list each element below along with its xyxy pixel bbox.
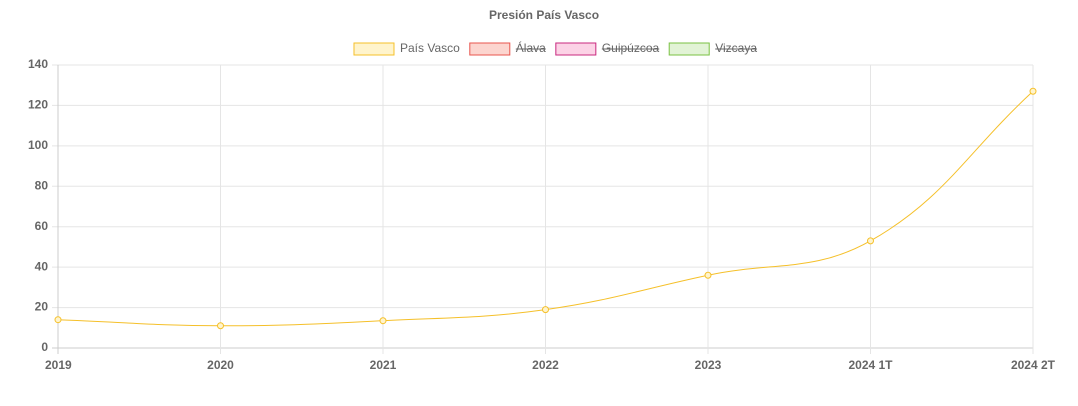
point: [217, 322, 224, 330]
y-tick-label: 120: [28, 98, 48, 112]
legend-label: Vizcaya: [715, 41, 757, 55]
x-tick-label: 2022: [532, 358, 559, 372]
legend-item[interactable]: País Vasco: [353, 41, 460, 56]
x-tick-label: 2021: [370, 358, 397, 372]
point: [542, 306, 549, 314]
point: [1029, 87, 1037, 95]
x-tick-label: 2020: [207, 358, 234, 372]
legend-item[interactable]: Vizcaya: [668, 41, 757, 56]
point: [379, 317, 387, 325]
legend-swatch: [353, 42, 395, 56]
x-tick-label: 2023: [695, 358, 722, 372]
x-tick-label: 2024 2T: [1011, 358, 1056, 372]
y-tick-label: 140: [28, 57, 48, 71]
y-tick-label: 60: [35, 219, 49, 233]
legend-swatch: [668, 42, 710, 56]
point: [54, 316, 62, 324]
legend-swatch: [555, 42, 597, 56]
x-tick-label: 2019: [45, 358, 72, 372]
y-tick-label: 20: [35, 300, 49, 314]
y-tick-label: 40: [35, 259, 49, 273]
legend-label: Guipúzcoa: [602, 41, 660, 55]
legend-label: Álava: [516, 40, 546, 55]
legend-swatch: [469, 42, 511, 56]
legend-label: País Vasco: [400, 41, 460, 55]
y-tick-label: 0: [41, 340, 48, 354]
y-tick-label: 80: [35, 178, 49, 192]
legend-item[interactable]: Álava: [469, 40, 546, 56]
chart-title: Presión País Vasco: [489, 8, 599, 22]
point: [704, 271, 712, 279]
point: [867, 237, 874, 245]
legend-item[interactable]: Guipúzcoa: [555, 41, 660, 56]
x-tick-label: 2024 1T: [848, 358, 893, 372]
y-tick-label: 100: [28, 138, 48, 152]
